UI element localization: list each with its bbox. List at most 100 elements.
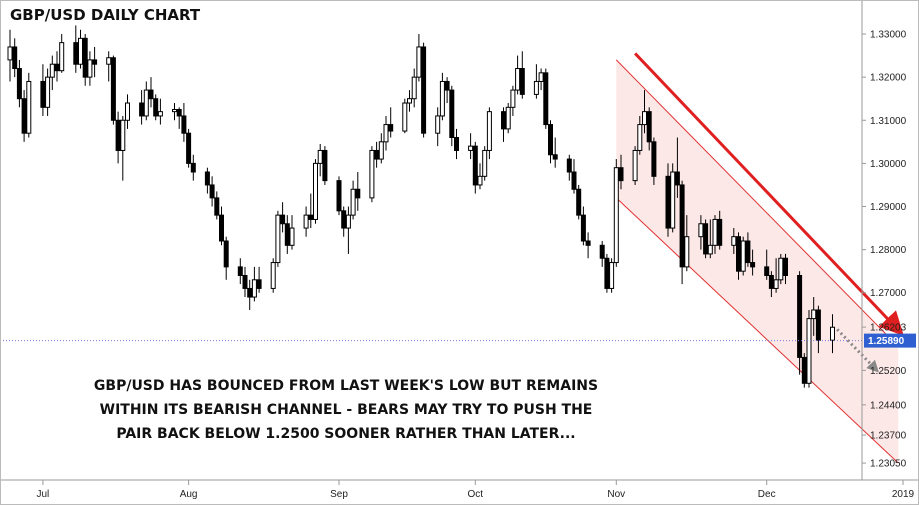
candle xyxy=(157,98,163,125)
candle-body-bull xyxy=(515,68,521,91)
candle-body-bull xyxy=(538,72,544,82)
candle-body-bull xyxy=(411,76,417,100)
candle-body-bull xyxy=(740,240,746,272)
candle-body-bear xyxy=(604,257,610,289)
candle xyxy=(477,163,483,190)
candle-body-bear xyxy=(336,180,342,212)
candle-body-bear xyxy=(115,119,121,151)
candle-body-bull xyxy=(383,124,389,143)
candle-body-bull xyxy=(613,167,619,264)
candle-body-bear xyxy=(186,132,192,164)
candle-body-bull xyxy=(712,218,718,246)
candle xyxy=(40,64,46,116)
y-axis-ticks: 1.33000 1.32000 1.31000 1.30000 1.29000 1.280… xyxy=(862,30,907,470)
candle xyxy=(731,228,737,254)
candle xyxy=(369,146,375,203)
candle xyxy=(54,51,60,82)
candle-body-bear xyxy=(374,149,380,160)
candle xyxy=(571,159,577,194)
candle xyxy=(604,253,610,293)
candle xyxy=(407,90,412,112)
candle-body-bull xyxy=(778,257,784,281)
candle xyxy=(717,210,723,250)
candle xyxy=(120,115,126,181)
annotation-line-2: WITHIN ITS BEARISH CHANNEL - BEARS MAY T… xyxy=(100,402,593,418)
candle xyxy=(811,297,817,336)
candle xyxy=(421,42,427,138)
candle xyxy=(533,64,539,99)
candle-body-bull xyxy=(698,223,704,238)
y-tick-label: 1.27000 xyxy=(870,288,907,299)
candle xyxy=(538,68,544,91)
candle-body-bear xyxy=(801,356,807,384)
candle xyxy=(486,107,492,160)
y-tick-label: 1.24400 xyxy=(870,400,907,411)
candle xyxy=(439,72,445,121)
candle-body-bear xyxy=(552,154,558,160)
candle-body-bear xyxy=(219,214,224,242)
candle xyxy=(209,176,215,207)
candle xyxy=(345,206,351,254)
candle xyxy=(703,219,709,259)
bearish-channel xyxy=(615,59,899,464)
candle xyxy=(684,215,690,272)
candle xyxy=(566,154,572,181)
candle-body-bear xyxy=(247,287,253,298)
candle xyxy=(87,51,93,86)
candle-body-bear xyxy=(548,124,553,156)
candle xyxy=(778,253,784,285)
candle xyxy=(698,215,704,250)
candle xyxy=(388,107,394,138)
candle-body-bear xyxy=(783,257,788,276)
candle xyxy=(637,115,643,155)
candle xyxy=(618,154,624,190)
candle-body-bull xyxy=(289,227,295,246)
candle xyxy=(501,107,506,142)
y-tick-label: 1.28000 xyxy=(870,245,907,256)
candle xyxy=(214,191,220,220)
candle xyxy=(378,133,384,164)
candle-body-bull xyxy=(26,80,32,134)
candle xyxy=(712,215,718,254)
candle-body-bull xyxy=(477,175,483,186)
candle-body-bull xyxy=(59,42,65,72)
candle-body-bear xyxy=(501,111,506,130)
candle xyxy=(646,107,652,151)
candle-body-bull xyxy=(120,119,126,151)
candle-body-bull xyxy=(251,279,257,298)
candle-body-bear xyxy=(750,262,756,268)
candle xyxy=(12,38,18,78)
candle-body-bull xyxy=(435,115,441,134)
candle xyxy=(773,258,779,293)
candle-body-bear xyxy=(651,141,657,177)
candle xyxy=(402,98,408,134)
candle xyxy=(350,180,356,220)
candle-body-bull xyxy=(45,76,51,108)
candle xyxy=(651,137,657,185)
candle-body-bear xyxy=(237,266,243,276)
candle xyxy=(609,258,615,293)
candle xyxy=(125,94,130,129)
candle-body-bull xyxy=(106,57,112,65)
candle-body-bear xyxy=(519,68,525,95)
candle-body-bull xyxy=(670,171,676,229)
candle xyxy=(552,137,558,168)
candle xyxy=(519,51,525,99)
candle xyxy=(383,115,389,151)
candle-body-bull xyxy=(350,188,356,216)
candle xyxy=(515,55,521,95)
candle-body-bear xyxy=(444,80,450,91)
candle xyxy=(444,77,450,104)
candle-body-bull xyxy=(157,111,163,117)
candle-body-bull xyxy=(378,141,384,160)
y-tick-label: 1.32000 xyxy=(870,73,907,84)
candle-body-bear xyxy=(580,214,586,242)
candle-body-bull xyxy=(7,46,13,61)
candle-body-bull xyxy=(632,149,638,182)
candle-body-bull xyxy=(637,124,643,151)
candle-body-bear xyxy=(797,274,803,358)
candle-body-bear xyxy=(815,309,821,341)
candle-body-bull xyxy=(505,106,511,130)
candle-body-bear xyxy=(153,98,159,117)
